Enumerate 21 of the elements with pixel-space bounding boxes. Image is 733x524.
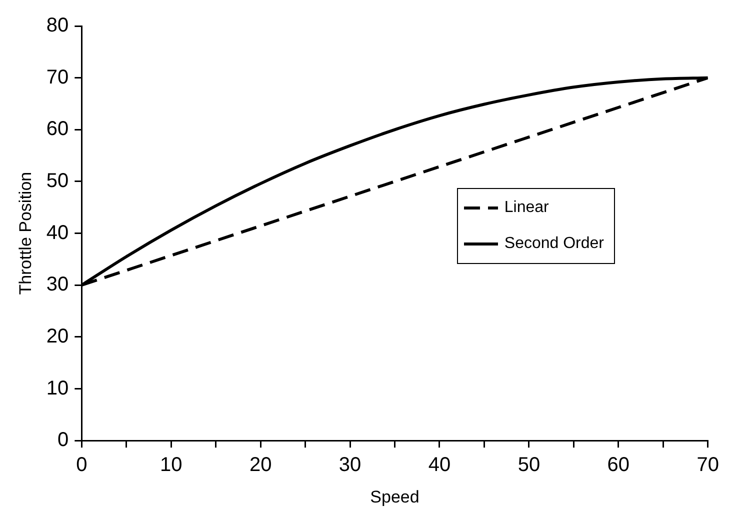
y-tick-label: 70 [46, 66, 69, 88]
y-tick-label: 10 [46, 377, 69, 400]
y-tick-label: 20 [46, 325, 69, 348]
y-tick-label: 40 [46, 222, 69, 244]
x-tick-label: 60 [607, 454, 630, 476]
x-tick-label: 10 [160, 454, 182, 476]
y-axis-title: Throttle Position [16, 172, 35, 295]
x-tick-label: 0 [76, 454, 88, 476]
x-axis-title: Speed [370, 487, 420, 506]
legend-label: Linear [504, 199, 549, 217]
y-tick-label: 60 [46, 118, 69, 140]
y-tick-label: 0 [58, 429, 69, 452]
x-tick-label: 50 [518, 454, 540, 476]
x-tick-label: 30 [338, 454, 362, 476]
y-tick-label: 30 [46, 274, 69, 296]
legend-label: Second Order [504, 235, 604, 253]
y-tick-label: 50 [46, 170, 69, 192]
x-tick-label: 70 [696, 454, 719, 476]
x-tick-label: 40 [428, 454, 451, 476]
y-tick-label: 80 [46, 14, 69, 37]
x-tick-label: 20 [249, 454, 272, 476]
